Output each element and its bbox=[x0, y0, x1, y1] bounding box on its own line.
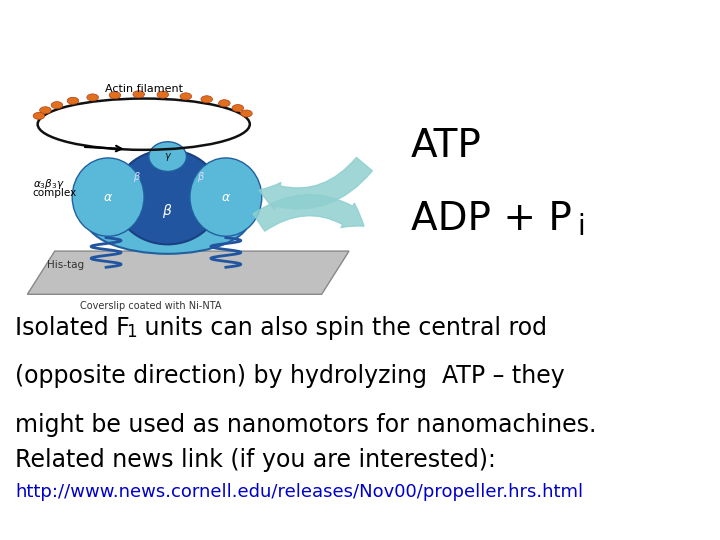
FancyArrowPatch shape bbox=[259, 158, 372, 210]
Text: 1: 1 bbox=[127, 323, 138, 341]
Ellipse shape bbox=[133, 91, 145, 98]
Polygon shape bbox=[27, 251, 349, 294]
Text: $\alpha$: $\alpha$ bbox=[221, 191, 231, 204]
Text: His-tag: His-tag bbox=[47, 260, 84, 269]
Ellipse shape bbox=[240, 110, 252, 117]
Ellipse shape bbox=[201, 96, 212, 103]
Text: $\alpha$: $\alpha$ bbox=[103, 191, 113, 204]
Text: (opposite direction) by hydrolyzing  ATP – they: (opposite direction) by hydrolyzing ATP … bbox=[15, 364, 564, 388]
Text: Isolated F: Isolated F bbox=[15, 316, 130, 340]
Text: Related news link (if you are interested):: Related news link (if you are interested… bbox=[15, 448, 496, 472]
Ellipse shape bbox=[72, 158, 144, 237]
Text: Actin filament: Actin filament bbox=[104, 84, 183, 94]
Ellipse shape bbox=[67, 97, 78, 104]
Ellipse shape bbox=[232, 105, 243, 112]
Text: i: i bbox=[577, 213, 585, 241]
Text: $\beta$: $\beta$ bbox=[197, 170, 204, 184]
Ellipse shape bbox=[190, 158, 262, 237]
Text: complex: complex bbox=[33, 188, 77, 198]
Ellipse shape bbox=[149, 141, 186, 172]
Text: ADP + P: ADP + P bbox=[410, 200, 572, 238]
FancyArrowPatch shape bbox=[253, 194, 364, 231]
Ellipse shape bbox=[33, 112, 45, 119]
Text: units can also spin the central rod: units can also spin the central rod bbox=[137, 316, 547, 340]
Ellipse shape bbox=[40, 107, 51, 114]
Ellipse shape bbox=[109, 92, 121, 99]
Ellipse shape bbox=[87, 94, 99, 101]
Ellipse shape bbox=[114, 150, 221, 244]
Text: $\gamma$: $\gamma$ bbox=[163, 151, 172, 163]
Text: $\beta$: $\beta$ bbox=[133, 170, 141, 184]
Text: might be used as nanomotors for nanomachines.: might be used as nanomotors for nanomach… bbox=[15, 413, 596, 437]
Ellipse shape bbox=[86, 184, 250, 254]
Text: Coverslip coated with Ni-NTA: Coverslip coated with Ni-NTA bbox=[80, 301, 221, 312]
Text: ATP: ATP bbox=[410, 127, 482, 165]
Ellipse shape bbox=[219, 100, 230, 107]
Text: $\alpha_3\beta_3\gamma$: $\alpha_3\beta_3\gamma$ bbox=[33, 177, 65, 191]
Ellipse shape bbox=[51, 102, 63, 109]
Ellipse shape bbox=[180, 93, 192, 100]
Text: http://www.news.cornell.edu/releases/Nov00/propeller.hrs.html: http://www.news.cornell.edu/releases/Nov… bbox=[15, 483, 583, 501]
Text: $\beta$: $\beta$ bbox=[163, 201, 173, 220]
Ellipse shape bbox=[157, 91, 168, 98]
